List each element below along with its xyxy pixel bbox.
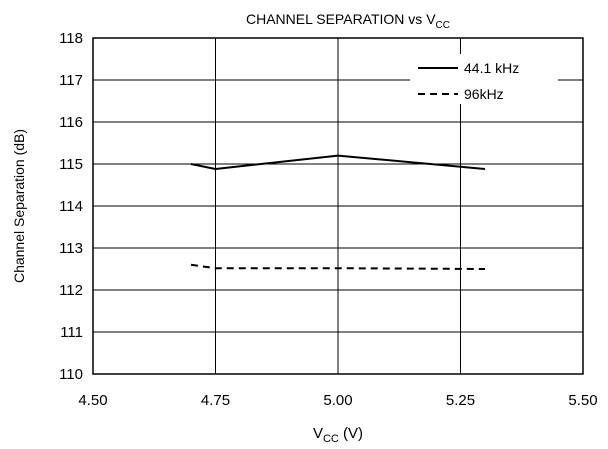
- x-axis-label: VCC (V): [313, 425, 363, 444]
- x-tick-label: 4.75: [201, 392, 230, 409]
- legend: 44.1 kHz 96kHz: [410, 54, 558, 104]
- x-tick-label: 5.25: [446, 392, 475, 409]
- x-axis-label-subscript: CC: [323, 433, 339, 444]
- x-tick-label: 5.50: [568, 392, 597, 409]
- y-tick-label: 111: [60, 324, 83, 341]
- chart-title-main: CHANNEL SEPARATION vs V: [246, 11, 436, 27]
- chart-title: CHANNEL SEPARATION vs VCC: [246, 11, 450, 31]
- y-tick-label: 116: [59, 114, 83, 131]
- y-tick-label: 115: [59, 156, 83, 173]
- x-tick-label: 4.50: [78, 392, 107, 409]
- y-tick-label: 110: [59, 366, 83, 383]
- series-line-96khz: [190, 263, 486, 270]
- y-tick-label: 113: [59, 240, 83, 257]
- y-tick-label: 112: [59, 282, 83, 299]
- y-tick-label: 114: [59, 198, 83, 215]
- y-axis-label: Channel Separation (dB): [11, 129, 27, 283]
- x-tick-labels: 4.50 4.75 5.00 5.25 5.50: [78, 392, 597, 409]
- legend-label-44-1-khz: 44.1 kHz: [464, 60, 519, 76]
- plot-frame: [92, 37, 584, 375]
- x-axis-label-unit: (V): [339, 425, 363, 442]
- chart-title-subscript: CC: [436, 20, 450, 31]
- legend-label-96khz: 96kHz: [464, 86, 504, 102]
- y-tick-label: 117: [59, 72, 83, 89]
- legend-background: [410, 54, 558, 104]
- y-tick-label: 118: [59, 30, 83, 47]
- grid-lines: [93, 38, 583, 374]
- x-axis-label-main: V: [313, 425, 323, 442]
- series-lines: [190, 154, 486, 270]
- x-tick-label: 5.00: [323, 392, 352, 409]
- y-tick-labels: 110 111 112 113 114 115 116 117 118: [59, 30, 83, 383]
- series-line-44-1-khz: [190, 154, 486, 170]
